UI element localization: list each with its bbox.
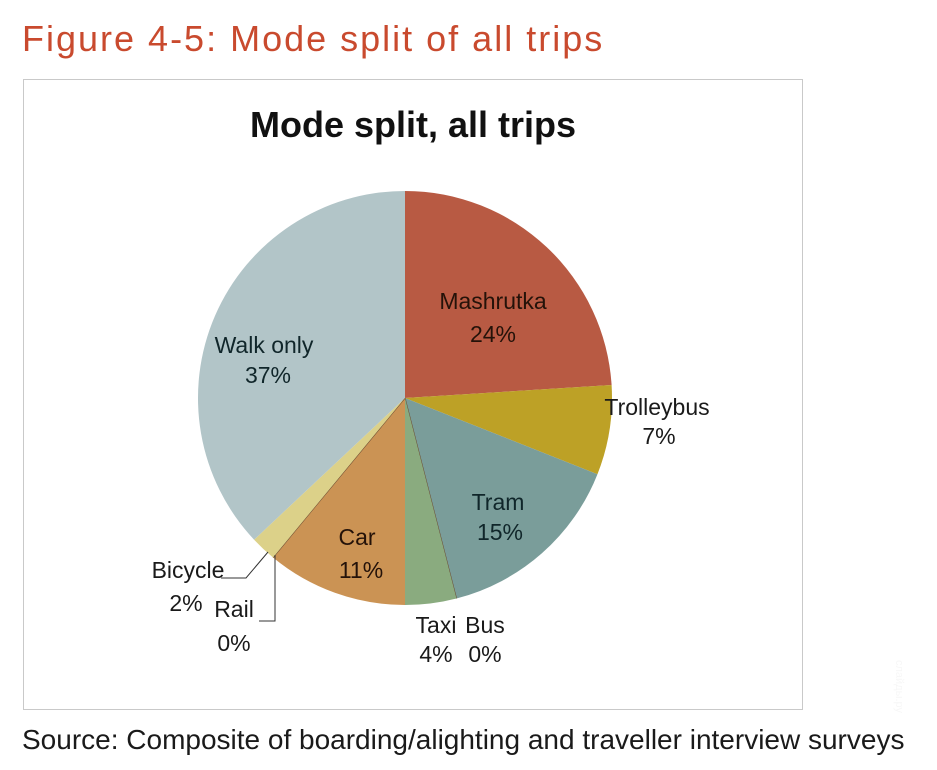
svg-text:2%: 2% (169, 590, 202, 616)
svg-text:Bicycle: Bicycle (152, 557, 225, 583)
svg-text:11%: 11% (339, 557, 383, 583)
svg-text:Walk only: Walk only (215, 332, 314, 358)
svg-text:15%: 15% (477, 519, 523, 545)
svg-text:Rail: Rail (214, 596, 254, 622)
svg-text:Trolleybus: Trolleybus (604, 394, 709, 420)
svg-text:24%: 24% (470, 321, 516, 347)
svg-text:Car: Car (338, 524, 375, 550)
svg-text:Taxi: Taxi (416, 612, 457, 638)
svg-text:Mashrutka: Mashrutka (439, 288, 547, 314)
svg-text:0%: 0% (468, 641, 501, 667)
svg-text:Tram: Tram (472, 489, 525, 515)
svg-text:Bus: Bus (465, 612, 505, 638)
svg-text:4%: 4% (419, 641, 452, 667)
svg-text:37%: 37% (245, 362, 291, 388)
svg-text:0%: 0% (217, 630, 250, 656)
svg-text:7%: 7% (642, 423, 675, 449)
